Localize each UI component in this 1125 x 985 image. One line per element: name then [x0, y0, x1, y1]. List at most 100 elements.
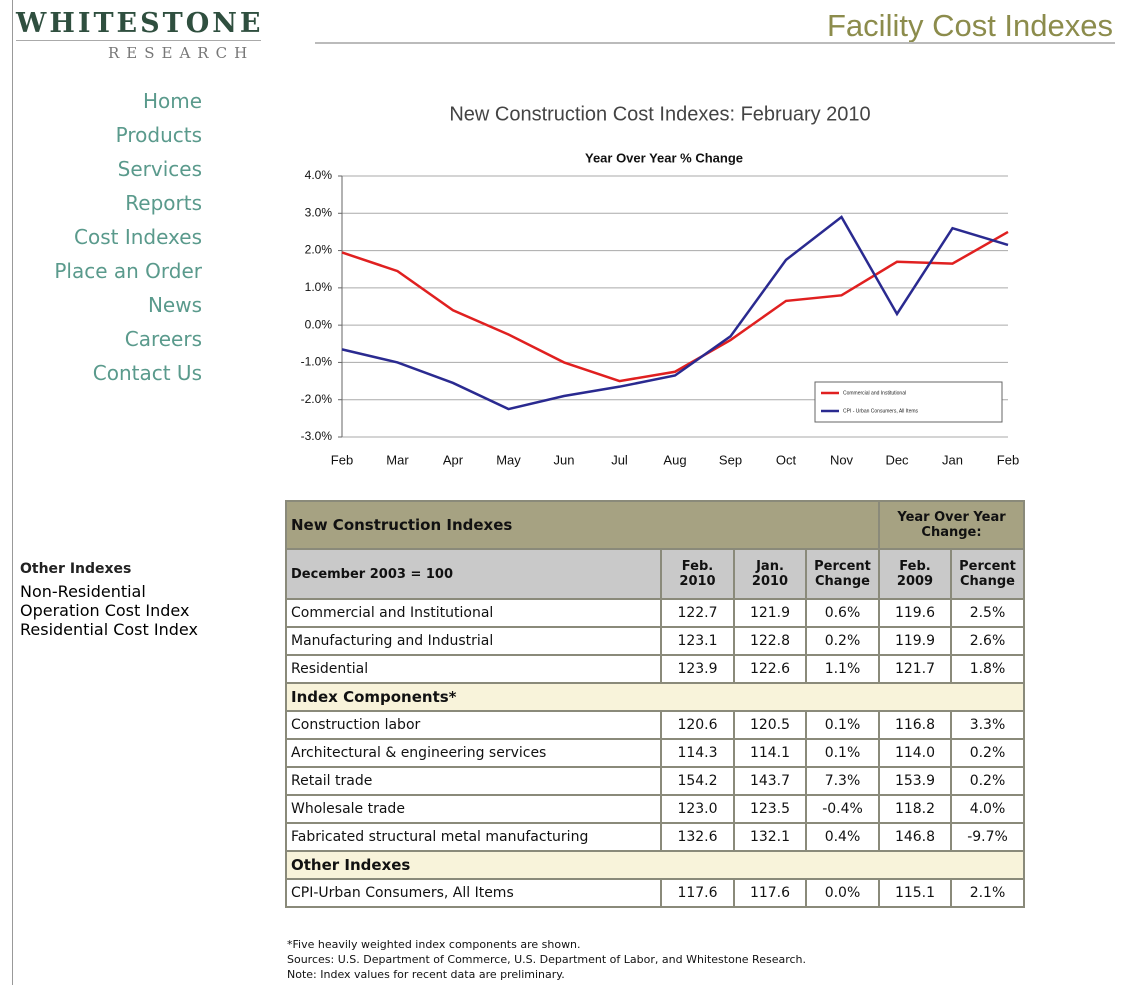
cell-value: 123.9 — [660, 654, 735, 684]
page-edge — [12, 0, 13, 985]
section-title: Other Indexes — [285, 850, 1025, 880]
cell-value: 114.1 — [733, 738, 807, 768]
chart: New Construction Cost Indexes: February … — [301, 103, 1020, 467]
data-row: Fabricated structural metal manufacturin… — [285, 822, 1025, 852]
column-header: Percent Change — [805, 548, 880, 600]
sidebar-link[interactable]: Non-Residential Operation Cost Index — [20, 582, 190, 620]
cell-value: 0.0% — [805, 878, 880, 908]
sidebar-link[interactable]: Residential Cost Index — [20, 620, 198, 639]
nav-link[interactable]: Place an Order — [54, 259, 202, 283]
nav-link[interactable]: Reports — [125, 191, 202, 215]
cell-value: -0.4% — [805, 794, 880, 824]
base-label: December 2003 = 100 — [285, 548, 662, 600]
cell-value: 143.7 — [733, 766, 807, 796]
logo[interactable]: WHITESTONE — [16, 8, 264, 39]
cell-value: 7.3% — [805, 766, 880, 796]
x-tick-label: Oct — [776, 452, 797, 467]
data-row: Commercial and Institutional 122.7 121.9 0.… — [285, 598, 1025, 628]
x-tick-label: Jan — [942, 452, 963, 467]
cell-value: 1.1% — [805, 654, 880, 684]
cell-value: 117.6 — [660, 878, 735, 908]
cell-value: 123.5 — [733, 794, 807, 824]
footnote: Sources: U.S. Department of Commerce, U.… — [287, 953, 807, 966]
logo-rule — [16, 40, 261, 41]
cell-value: 154.2 — [660, 766, 735, 796]
cell-value: 121.7 — [878, 654, 952, 684]
x-tick-label: Mar — [386, 452, 409, 467]
cell-value: 119.6 — [878, 598, 952, 628]
cell-value: -9.7% — [950, 822, 1025, 852]
column-header: Percent Change — [950, 548, 1025, 600]
cell-value: 122.7 — [660, 598, 735, 628]
cell-value: 123.1 — [660, 626, 735, 656]
nav-link[interactable]: Careers — [124, 327, 202, 351]
column-header: Feb. 2010 — [660, 548, 735, 600]
y-tick-label: 4.0% — [305, 168, 333, 182]
cell-value: 121.9 — [733, 598, 807, 628]
series-line — [341, 215, 1009, 411]
cell-value: 4.0% — [950, 794, 1025, 824]
cell-value: 114.3 — [660, 738, 735, 768]
section-row: Other Indexes — [285, 850, 1025, 880]
cell-value: 117.6 — [733, 878, 807, 908]
cell-value: 116.8 — [878, 710, 952, 740]
cell-value: 115.1 — [878, 878, 952, 908]
data-row: CPI-Urban Consumers, All Items 117.6 117.6… — [285, 878, 1025, 908]
y-tick-label: -2.0% — [301, 392, 333, 406]
x-tick-label: Jul — [611, 452, 628, 467]
cell-value: 0.2% — [950, 738, 1025, 768]
nav-link[interactable]: Services — [117, 157, 202, 181]
data-row: Manufacturing and Industrial 123.1 122.8 0.… — [285, 626, 1025, 656]
nav-link[interactable]: Cost Indexes — [74, 225, 202, 249]
row-label: Retail trade — [285, 766, 662, 796]
x-tick-label: Jun — [554, 452, 575, 467]
row-label: Commercial and Institutional — [285, 598, 662, 628]
nav-link[interactable]: News — [147, 293, 202, 317]
cell-value: 132.6 — [660, 822, 735, 852]
x-tick-label: Feb — [997, 452, 1019, 467]
header-row: New Construction Indexes Year Over Year C… — [285, 500, 1025, 550]
sidebar-title: Other Indexes — [20, 561, 132, 577]
nav-link[interactable]: Contact Us — [92, 361, 202, 385]
cell-value: 2.5% — [950, 598, 1025, 628]
chart-title: New Construction Cost Indexes: February … — [449, 103, 870, 125]
data-row: Construction labor 120.6 120.5 0.1% 116.8 3.3… — [285, 710, 1025, 740]
x-tick-label: Apr — [443, 452, 464, 467]
data-row: Wholesale trade 123.0 123.5 -0.4% 118.2 4.0% — [285, 794, 1025, 824]
cell-value: 0.2% — [805, 626, 880, 656]
x-tick-label: May — [496, 452, 521, 467]
y-tick-label: 0.0% — [305, 317, 333, 331]
cell-value: 0.4% — [805, 822, 880, 852]
cell-value: 119.9 — [878, 626, 952, 656]
y-tick-label: 3.0% — [305, 205, 333, 219]
y-tick-label: 2.0% — [305, 243, 333, 257]
y-tick-label: -1.0% — [301, 355, 333, 369]
cell-value: 0.1% — [805, 710, 880, 740]
nav-link[interactable]: Products — [115, 123, 202, 147]
data-row: Architectural & engineering services 114.… — [285, 738, 1025, 768]
section-title: Index Components* — [285, 682, 1025, 712]
row-label: Construction labor — [285, 710, 662, 740]
index-table: New Construction Indexes Year Over Year C… — [285, 500, 1025, 908]
group-header: Year Over Year Change: — [878, 500, 1025, 550]
cell-value: 0.2% — [950, 766, 1025, 796]
title-rule — [315, 42, 1115, 44]
section-row: Index Components* — [285, 682, 1025, 712]
cell-value: 122.6 — [733, 654, 807, 684]
footnote: *Five heavily weighted index components … — [287, 938, 581, 951]
y-tick-label: -3.0% — [301, 429, 333, 443]
cell-value: 153.9 — [878, 766, 952, 796]
cell-value: 146.8 — [878, 822, 952, 852]
nav-link[interactable]: Home — [142, 89, 202, 113]
chart-subtitle: Year Over Year % Change — [585, 150, 743, 165]
row-label: Fabricated structural metal manufacturin… — [285, 822, 662, 852]
row-label: Architectural & engineering services — [285, 738, 662, 768]
x-tick-label: Nov — [830, 452, 854, 467]
cell-value: 0.1% — [805, 738, 880, 768]
cell-value: 118.2 — [878, 794, 952, 824]
series-line — [341, 230, 1009, 383]
cell-value: 3.3% — [950, 710, 1025, 740]
column-header: Jan. 2010 — [733, 548, 807, 600]
row-label: Wholesale trade — [285, 794, 662, 824]
